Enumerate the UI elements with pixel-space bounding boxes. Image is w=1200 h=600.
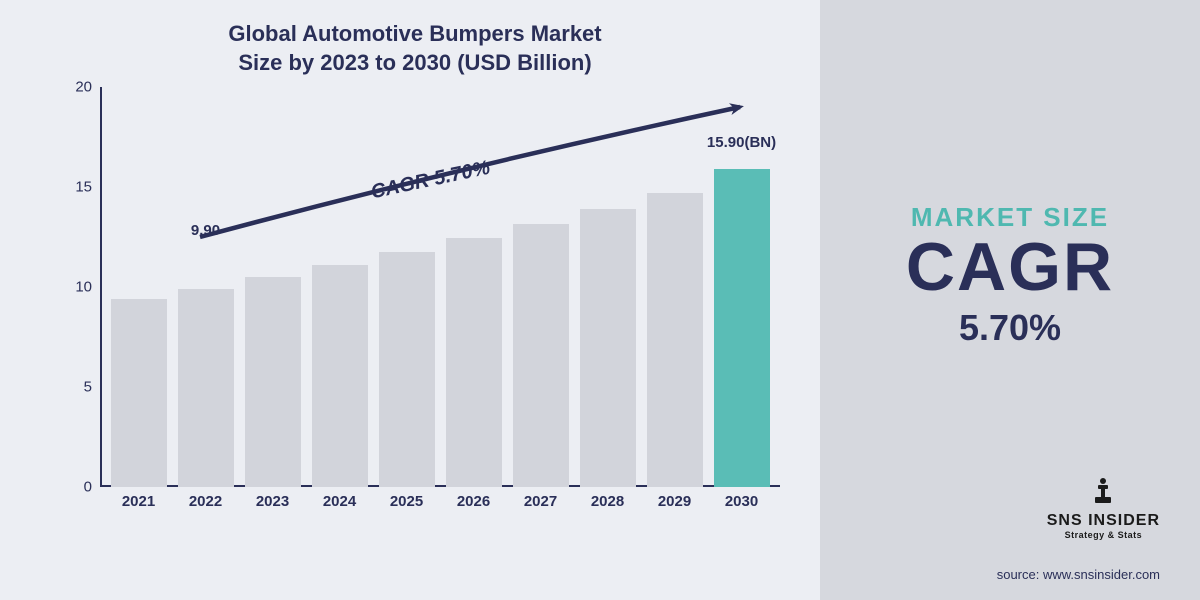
market-size-label: MARKET SIZE — [906, 202, 1114, 233]
x-labels: 2021 2022 2023 2024 2025 2026 2027 2028 2029 2030 — [100, 487, 780, 527]
bar-wrap — [377, 87, 436, 487]
x-label: 2030 — [712, 493, 771, 510]
y-tick: 10 — [75, 279, 92, 296]
chart-panel: Global Automotive Bumpers Market Size by… — [0, 0, 820, 600]
bar — [312, 265, 368, 487]
y-tick: 5 — [84, 379, 92, 396]
x-label: 2023 — [243, 493, 302, 510]
x-label: 2029 — [645, 493, 704, 510]
logo-tagline: Strategy & Stats — [1047, 530, 1160, 540]
bar-value-label: 9.90 — [191, 222, 220, 239]
x-label: 2021 — [109, 493, 168, 510]
bar-value-label: 15.90(BN) — [707, 134, 776, 151]
source-attribution: source: www.snsinsider.com — [997, 567, 1160, 582]
brand-logo: SNS INSIDER Strategy & Stats — [1047, 477, 1160, 540]
x-label: 2022 — [176, 493, 235, 510]
bar-wrap: 9.90 — [176, 87, 235, 487]
bar-wrap — [310, 87, 369, 487]
x-label: 2027 — [511, 493, 570, 510]
x-label: 2024 — [310, 493, 369, 510]
x-label: 2026 — [444, 493, 503, 510]
cagr-percent: 5.70% — [906, 307, 1114, 349]
bar-wrap: 15.90(BN) — [712, 87, 771, 487]
logo-text: SNS INSIDER — [1047, 512, 1160, 530]
chart-title: Global Automotive Bumpers Market Size by… — [50, 20, 780, 77]
bar — [714, 169, 770, 487]
bars-container: 9.90 15.90(BN) — [100, 87, 780, 487]
bar — [446, 238, 502, 487]
y-tick: 0 — [84, 479, 92, 496]
bar-wrap — [578, 87, 637, 487]
bar — [379, 252, 435, 487]
summary-block: MARKET SIZE CAGR 5.70% — [906, 202, 1114, 349]
sns-logo-icon — [1092, 477, 1114, 510]
bar — [178, 289, 234, 487]
bar — [580, 209, 636, 487]
title-line-2: Size by 2023 to 2030 (USD Billion) — [50, 49, 780, 78]
x-label: 2028 — [578, 493, 637, 510]
bar-wrap — [243, 87, 302, 487]
bar-chart: 05101520 9.9015.90(BN) 20212022202320242… — [60, 87, 780, 527]
cagr-label: CAGR — [906, 233, 1114, 301]
y-axis: 05101520 — [60, 87, 100, 487]
x-label: 2025 — [377, 493, 436, 510]
summary-panel: MARKET SIZE CAGR 5.70% SNS INSIDER Strat… — [820, 0, 1200, 600]
title-line-1: Global Automotive Bumpers Market — [50, 20, 780, 49]
bar — [111, 299, 167, 487]
y-tick: 20 — [75, 79, 92, 96]
bar-wrap — [444, 87, 503, 487]
bar — [647, 193, 703, 487]
bar-wrap — [109, 87, 168, 487]
bar — [245, 277, 301, 487]
bar-wrap — [645, 87, 704, 487]
bar-wrap — [511, 87, 570, 487]
y-tick: 15 — [75, 179, 92, 196]
bar — [513, 224, 569, 487]
